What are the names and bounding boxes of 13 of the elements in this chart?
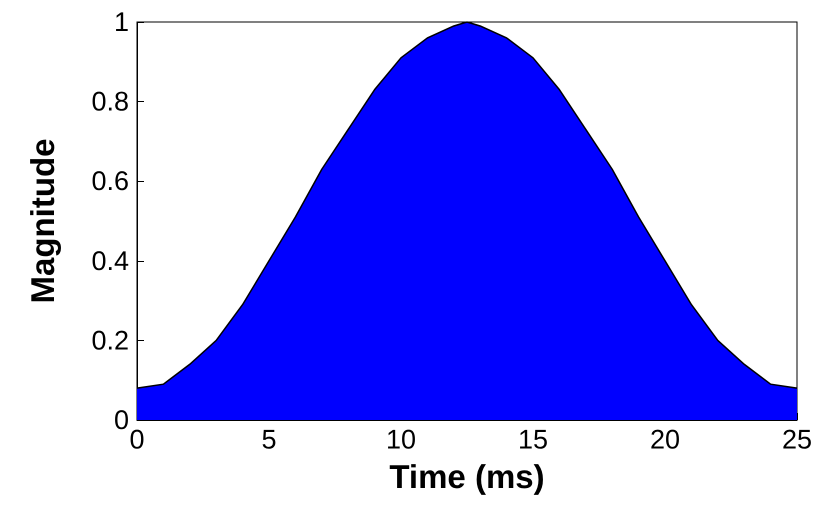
y-axis-title: Magnitude bbox=[24, 138, 61, 304]
y-tick-label: 0 bbox=[114, 405, 129, 435]
x-tick-label: 15 bbox=[518, 424, 548, 454]
y-tick-label: 0.2 bbox=[91, 325, 129, 356]
x-axis-title: Time (ms) bbox=[389, 458, 545, 495]
x-tick-label: 20 bbox=[650, 424, 680, 454]
y-tick-label: 0.6 bbox=[91, 166, 129, 196]
y-tick-label: 0.8 bbox=[91, 86, 129, 117]
x-tick-label: 10 bbox=[386, 424, 416, 454]
x-tick-label: 5 bbox=[261, 424, 277, 454]
y-tick-label: 0.4 bbox=[91, 246, 129, 276]
x-tick-label: 25 bbox=[782, 424, 812, 454]
y-tick-label: 1 bbox=[114, 7, 129, 37]
